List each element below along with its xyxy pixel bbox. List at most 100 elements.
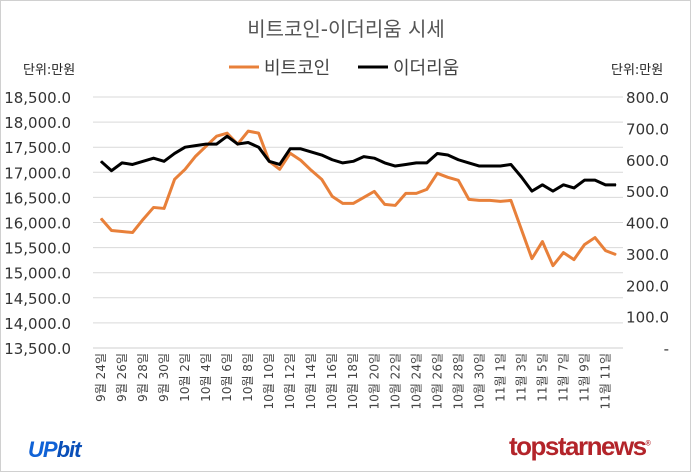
right-tick-label: 800.0 xyxy=(626,89,669,107)
x-tick-label: 11월 3일 xyxy=(514,353,528,402)
right-tick-label: 300.0 xyxy=(626,246,669,264)
data-point-ethereum xyxy=(447,154,449,156)
left-tick-label: 18,500.0 xyxy=(4,89,71,107)
data-point-bitcoin xyxy=(541,241,543,243)
data-point-ethereum xyxy=(615,184,617,186)
data-point-bitcoin xyxy=(363,196,365,198)
data-point-bitcoin xyxy=(163,207,165,209)
data-point-ethereum xyxy=(384,162,386,164)
data-point-ethereum xyxy=(352,160,354,162)
series-line-ethereum xyxy=(99,134,616,193)
data-point-ethereum xyxy=(289,148,291,150)
data-point-ethereum xyxy=(562,184,564,186)
data-point-bitcoin xyxy=(321,178,323,180)
data-point-ethereum xyxy=(363,156,365,158)
data-point-bitcoin xyxy=(205,145,207,147)
data-point-bitcoin xyxy=(331,195,333,197)
data-point-ethereum xyxy=(394,165,396,167)
right-tick-label: 200.0 xyxy=(626,277,669,295)
data-point-ethereum xyxy=(268,160,270,162)
data-point-bitcoin xyxy=(300,159,302,161)
data-point-ethereum xyxy=(174,152,176,154)
x-tick-label: 10월 4일 xyxy=(199,353,213,402)
data-point-ethereum xyxy=(153,157,155,159)
data-point-ethereum xyxy=(184,146,186,148)
x-tick-label: 10월 18일 xyxy=(346,353,360,409)
right-tick-label: 700.0 xyxy=(626,120,669,138)
x-tick-label: 9월 26일 xyxy=(115,353,129,402)
left-tick-label: 17,000.0 xyxy=(4,164,71,182)
data-point-bitcoin xyxy=(426,188,428,190)
data-point-bitcoin xyxy=(111,230,113,232)
data-point-ethereum xyxy=(499,165,501,167)
right-tick-label: 400.0 xyxy=(626,215,669,233)
legend: 비트코인 이더리움 xyxy=(229,58,459,79)
data-point-bitcoin xyxy=(132,232,134,234)
right-tick-label: - xyxy=(664,340,669,358)
data-point-bitcoin xyxy=(247,130,249,132)
data-point-bitcoin xyxy=(604,250,606,252)
right-axis-unit: 단위:만원 xyxy=(611,63,663,78)
data-point-bitcoin xyxy=(142,218,144,220)
data-point-bitcoin xyxy=(405,192,407,194)
right-tick-label: 500.0 xyxy=(626,183,669,201)
x-tick-label: 10월 8일 xyxy=(241,353,255,402)
x-tick-label: 9월 24일 xyxy=(94,353,108,402)
data-point-ethereum xyxy=(258,146,260,148)
x-tick-label: 9월 28일 xyxy=(136,353,150,402)
data-point-bitcoin xyxy=(510,199,512,201)
x-tick-label: 11월 7일 xyxy=(556,353,570,402)
data-point-ethereum xyxy=(205,143,207,145)
x-tick-label: 10월 28일 xyxy=(451,353,465,409)
data-point-bitcoin xyxy=(531,258,533,260)
data-point-bitcoin xyxy=(195,155,197,157)
x-tick-label: 10월 26일 xyxy=(430,353,444,409)
data-point-ethereum xyxy=(405,163,407,165)
data-point-ethereum xyxy=(132,163,134,165)
data-point-bitcoin xyxy=(216,135,218,137)
data-point-bitcoin xyxy=(499,200,501,202)
data-point-ethereum xyxy=(594,179,596,181)
data-point-bitcoin xyxy=(583,244,585,246)
data-point-ethereum xyxy=(247,141,249,143)
right-tick-label: 600.0 xyxy=(626,152,669,170)
data-point-bitcoin xyxy=(121,231,123,233)
series-line-bitcoin xyxy=(99,129,617,268)
data-point-ethereum xyxy=(415,162,417,164)
data-point-ethereum xyxy=(531,190,533,192)
data-point-ethereum xyxy=(163,160,165,162)
data-point-ethereum xyxy=(510,163,512,165)
data-point-bitcoin xyxy=(184,168,186,170)
left-tick-label: 17,500.0 xyxy=(4,139,71,157)
data-point-bitcoin xyxy=(174,178,176,180)
data-point-ethereum xyxy=(111,170,113,172)
x-tick-label: 10월 6일 xyxy=(220,353,234,402)
left-tick-label: 16,000.0 xyxy=(4,215,71,233)
left-tick-label: 15,500.0 xyxy=(4,240,71,258)
x-tick-label: 10월 24일 xyxy=(409,353,423,409)
data-point-bitcoin xyxy=(562,252,564,254)
data-point-bitcoin xyxy=(457,179,459,181)
x-tick-label: 9월 30일 xyxy=(157,353,171,402)
right-tick-label: 100.0 xyxy=(626,309,669,327)
x-tick-label: 11월 1일 xyxy=(493,353,507,402)
data-point-ethereum xyxy=(226,135,228,137)
data-point-ethereum xyxy=(310,151,312,153)
data-point-ethereum xyxy=(373,157,375,159)
data-point-ethereum xyxy=(100,160,102,162)
x-tick-label: 10월 10일 xyxy=(262,353,276,409)
left-tick-label: 14,500.0 xyxy=(4,290,71,308)
left-tick-label: 15,000.0 xyxy=(4,265,71,283)
data-point-ethereum xyxy=(604,184,606,186)
data-point-ethereum xyxy=(573,187,575,189)
left-tick-label: 14,000.0 xyxy=(4,315,71,333)
data-point-bitcoin xyxy=(310,169,312,171)
data-point-bitcoin xyxy=(615,254,617,256)
data-point-bitcoin xyxy=(552,265,554,267)
data-point-bitcoin xyxy=(594,237,596,239)
x-tick-label: 11월 11일 xyxy=(598,353,612,409)
data-point-ethereum xyxy=(541,184,543,186)
data-point-ethereum xyxy=(468,162,470,164)
